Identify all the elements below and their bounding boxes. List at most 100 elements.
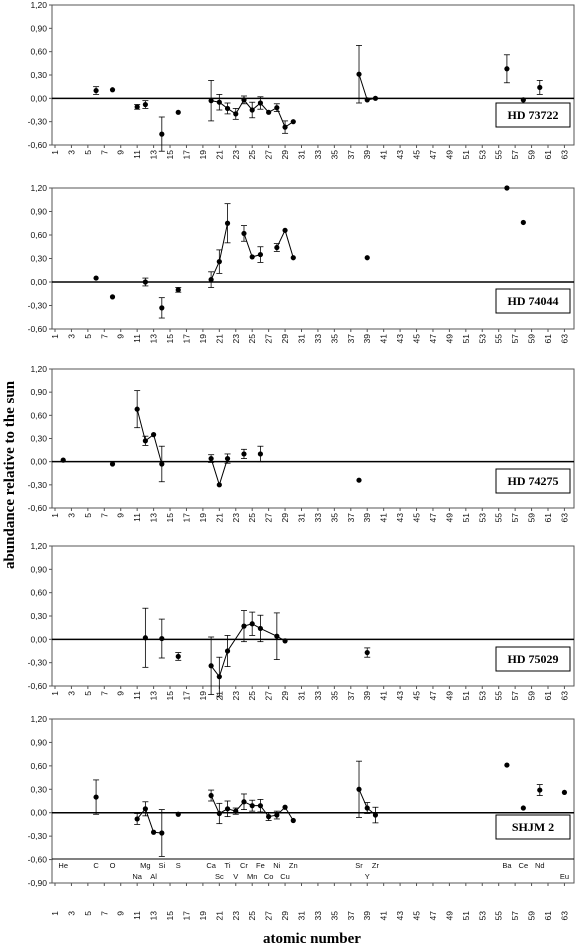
element-label: Y — [365, 872, 370, 881]
element-label: Fe — [256, 861, 265, 870]
x-tick-label: 37 — [346, 691, 356, 701]
x-tick-label: 53 — [477, 334, 487, 344]
data-point — [282, 227, 288, 233]
x-tick-label: 51 — [461, 150, 471, 160]
x-tick-label: 3 — [66, 334, 76, 339]
y-tick-label: 0,30 — [30, 434, 47, 444]
element-label: Zn — [289, 861, 298, 870]
y-tick-label: 0,90 — [30, 564, 47, 574]
data-point — [257, 100, 264, 106]
data-point — [537, 84, 543, 91]
panel-1: -0,60-0,300,000,300,600,901,201 3 5 7 9 11 13 1… — [28, 183, 575, 344]
data-point — [274, 633, 280, 639]
data-point — [208, 277, 214, 283]
x-tick-label: 17 — [181, 911, 191, 921]
element-label: Eu — [560, 872, 569, 881]
x-tick-label: 15 — [165, 691, 175, 701]
data-point — [520, 219, 526, 226]
x-tick-label: 17 — [181, 150, 191, 160]
x-tick-label: 7 — [99, 150, 109, 155]
x-tick-label: 9 — [116, 911, 126, 916]
x-tick-label: 11 — [132, 691, 142, 700]
element-label: Ba — [502, 861, 512, 870]
data-point — [233, 111, 239, 117]
x-tick-label: 29 — [280, 334, 290, 344]
x-tick-label: 9 — [116, 691, 126, 696]
data-point — [208, 792, 214, 799]
x-tick-label: 35 — [329, 691, 339, 701]
x-tick-label: 21 — [214, 334, 224, 344]
y-tick-label: 0,30 — [30, 611, 47, 621]
y-tick-label: -0,60 — [28, 324, 48, 334]
y-tick-label: 1,20 — [30, 714, 47, 724]
x-tick-label: 5 — [83, 691, 93, 696]
x-tick-label: 51 — [461, 513, 471, 523]
x-tick-label: 27 — [264, 150, 274, 160]
data-point — [266, 814, 272, 820]
element-label: Cu — [280, 872, 290, 881]
x-tick-label: 59 — [527, 150, 537, 160]
data-point — [142, 438, 148, 444]
panels-group: -0,60-0,300,000,300,600,901,201 3 5 7 9 11 13 1… — [28, 0, 575, 921]
x-tick-label: 35 — [329, 150, 339, 160]
x-tick-label: 61 — [543, 911, 553, 921]
x-tick-label: 45 — [412, 691, 422, 701]
element-label: Ce — [519, 861, 529, 870]
x-tick-label: 55 — [494, 334, 504, 344]
x-tick-label: 7 — [99, 911, 109, 916]
y-tick-label: 0,60 — [30, 761, 47, 771]
data-point — [208, 98, 214, 104]
data-point — [290, 119, 296, 125]
data-point — [208, 663, 214, 669]
x-tick-label: 43 — [395, 911, 405, 921]
x-tick-label: 11 — [132, 334, 142, 343]
x-tick-label: 33 — [313, 334, 323, 344]
star-label-box — [495, 814, 571, 840]
x-tick-label: 7 — [99, 513, 109, 518]
data-point — [274, 812, 280, 818]
data-point — [159, 305, 165, 311]
x-tick-label: 59 — [527, 513, 537, 523]
data-point — [216, 674, 222, 680]
x-tick-label: 5 — [83, 911, 93, 916]
x-tick-label: 21 — [214, 911, 224, 921]
x-tick-label: 51 — [461, 691, 471, 701]
x-tick-label: 41 — [379, 911, 389, 921]
x-tick-label: 1 — [50, 150, 60, 155]
data-point — [249, 621, 255, 627]
element-label: Mg — [140, 861, 150, 870]
x-tick-label: 51 — [461, 334, 471, 344]
x-tick-label: 3 — [66, 691, 76, 696]
x-tick-label: 11 — [132, 513, 142, 522]
x-tick-label: 31 — [296, 911, 306, 921]
x-tick-label: 29 — [280, 150, 290, 160]
y-tick-label: 0,90 — [30, 207, 47, 217]
data-point — [290, 817, 296, 824]
x-tick-label: 41 — [379, 150, 389, 160]
data-point — [372, 95, 379, 101]
data-point — [150, 432, 157, 438]
y-tick-label: 0,60 — [30, 410, 47, 420]
x-tick-label: 61 — [543, 513, 553, 523]
x-tick-label: 25 — [247, 691, 257, 701]
data-point — [142, 635, 148, 641]
x-tick-label: 33 — [313, 691, 323, 701]
element-label: Mn — [247, 872, 257, 881]
x-tick-label: 45 — [412, 513, 422, 523]
element-label: Co — [264, 872, 274, 881]
x-tick-label: 11 — [132, 911, 142, 920]
x-tick-label: 57 — [510, 911, 520, 921]
series-line — [136, 409, 163, 465]
data-point — [93, 794, 99, 800]
x-tick-label: 17 — [181, 513, 191, 523]
x-tick-label: 11 — [132, 150, 142, 159]
data-point — [175, 653, 181, 660]
x-tick-label: 27 — [264, 513, 274, 523]
y-tick-label: -0,90 — [28, 878, 48, 888]
element-label: Si — [158, 861, 165, 870]
data-point — [356, 71, 362, 77]
x-tick-label: 5 — [83, 150, 93, 155]
y-tick-label: 1,20 — [30, 541, 47, 551]
x-tick-label: 57 — [510, 150, 520, 160]
